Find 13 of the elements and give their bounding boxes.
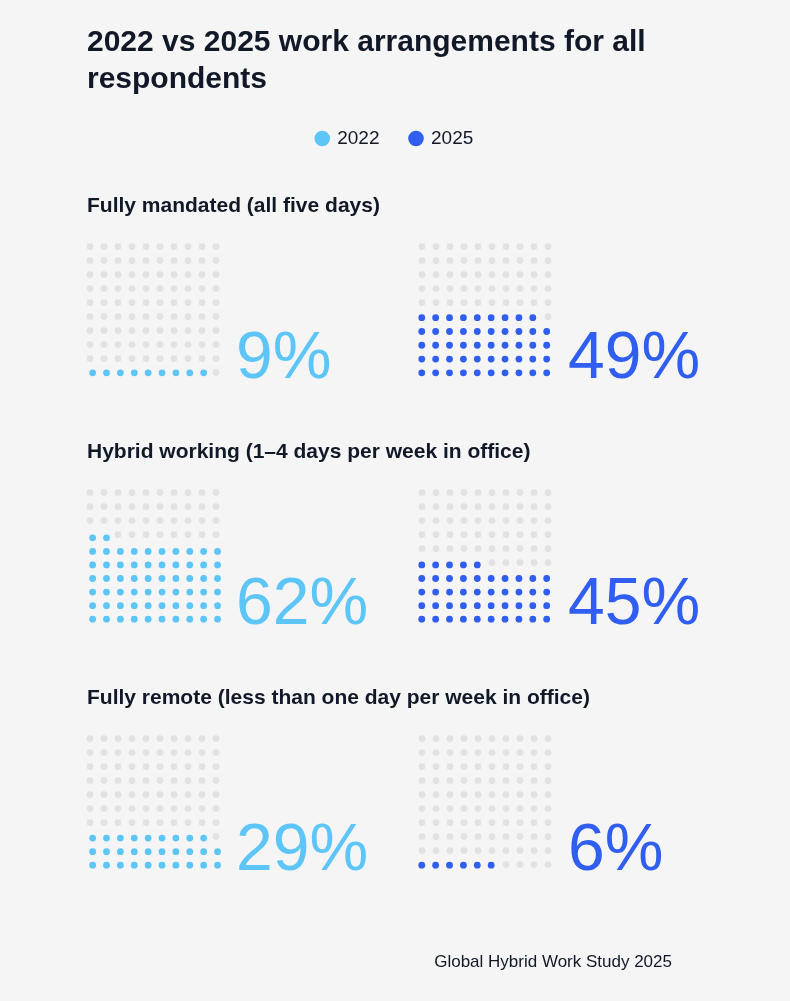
legend-label: 2025 bbox=[431, 126, 474, 148]
category-label: Fully mandated (all five days) bbox=[87, 192, 380, 216]
data-label: 9% bbox=[236, 317, 332, 392]
text: Global Hybrid Work Study 2025 bbox=[433, 951, 672, 973]
text: 2022 vs 2025 work arrangements for all respondents bbox=[87, 23, 647, 96]
data-label: 49% bbox=[568, 317, 701, 392]
category-label: Hybrid working (1–4 days per week in office) bbox=[87, 438, 531, 462]
data-label: 6% bbox=[568, 809, 664, 884]
data-label: 62% bbox=[236, 563, 369, 638]
data-label: 29% bbox=[236, 809, 369, 884]
category-label: Fully remote (less than one day per week in office) bbox=[87, 684, 590, 708]
legend-label: 2022 bbox=[337, 126, 380, 148]
data-label: 45% bbox=[568, 563, 701, 638]
